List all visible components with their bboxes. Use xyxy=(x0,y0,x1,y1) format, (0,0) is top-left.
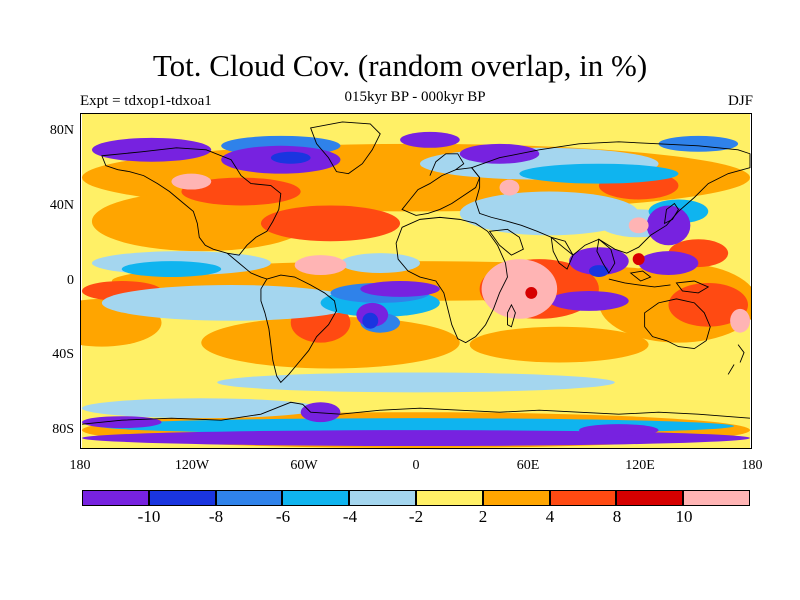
contour-region xyxy=(270,151,311,164)
cloud-cover-map xyxy=(81,114,751,448)
colorbar-label-3: -6 xyxy=(275,507,291,526)
contour-region xyxy=(360,281,440,297)
contour-region xyxy=(638,251,699,276)
plot-subtitle: 015kyr BP - 000kyr BP xyxy=(344,89,486,105)
colorbar-label-9: 10 xyxy=(675,507,693,526)
contour-region xyxy=(362,312,379,329)
contour-region xyxy=(588,265,609,278)
contour-region xyxy=(459,191,639,236)
contour-region xyxy=(171,173,212,190)
lon-label-0: 0 xyxy=(412,458,420,473)
contour-region xyxy=(121,261,222,278)
colorbar-box-3 xyxy=(215,490,283,506)
lat-label-40n: 40N xyxy=(49,198,74,213)
contour-region xyxy=(217,372,615,393)
contour-region xyxy=(499,179,520,196)
contour-region xyxy=(91,137,212,162)
colorbar-label-2: -8 xyxy=(208,507,224,526)
contour-region xyxy=(400,131,460,148)
lon-label-60e: 60E xyxy=(516,458,540,473)
contour-region xyxy=(632,253,645,266)
colorbar-label-8: 8 xyxy=(612,507,622,526)
contour-region xyxy=(82,430,750,447)
colorbar-box-2 xyxy=(148,490,216,506)
contour-region xyxy=(730,308,750,333)
lon-label-120e: 120E xyxy=(625,458,655,473)
colorbar-label-5: -2 xyxy=(408,507,424,526)
contour-region xyxy=(459,143,540,164)
contour-region xyxy=(82,398,321,419)
colorbar-label-7: 4 xyxy=(545,507,555,526)
colorbar-box-8 xyxy=(549,490,617,506)
colorbar-box-6 xyxy=(416,490,483,506)
contour-region xyxy=(340,253,420,274)
contour-region xyxy=(569,247,629,276)
lat-label-80s: 80S xyxy=(52,422,74,437)
map-panel xyxy=(80,113,752,449)
colorbar-label-1: -10 xyxy=(137,507,161,526)
contour-region xyxy=(469,326,649,363)
contour-region xyxy=(668,282,749,327)
colorbar xyxy=(82,490,750,506)
lon-label-180-east: 180 xyxy=(741,458,763,473)
colorbar-label-4: -4 xyxy=(342,507,358,526)
contour-region xyxy=(646,205,691,246)
contour-region xyxy=(481,259,558,319)
plot-title: Tot. Cloud Cov. (random overlap, in %) xyxy=(152,48,648,83)
colorbar-label-6: 2 xyxy=(478,507,488,526)
lon-label-180-west: 180 xyxy=(69,458,91,473)
season-label: DJF xyxy=(727,93,753,109)
lon-label-60w: 60W xyxy=(290,458,318,473)
contour-region xyxy=(579,424,659,437)
contour-region xyxy=(549,290,629,311)
colorbar-box-10 xyxy=(683,490,750,506)
colorbar-box-4 xyxy=(282,490,350,506)
contour-region xyxy=(97,418,735,435)
coastlines xyxy=(81,121,751,425)
lon-label-120w: 120W xyxy=(174,458,210,473)
colorbar-box-9 xyxy=(616,490,684,506)
contour-region xyxy=(628,217,649,234)
contour-region xyxy=(101,284,361,321)
contour-region xyxy=(525,286,538,299)
colorbar-box-7 xyxy=(482,490,550,506)
contour-region xyxy=(519,163,679,184)
colorbar-box-5 xyxy=(349,490,416,506)
colorbar-box-1 xyxy=(82,490,149,506)
contour-region xyxy=(260,205,401,242)
contour-regions xyxy=(81,131,751,448)
experiment-label: Expt = tdxop1-tdxoa1 xyxy=(80,93,212,109)
contour-region xyxy=(294,255,347,276)
contour-region xyxy=(82,416,162,429)
contour-region xyxy=(658,135,739,152)
contour-region xyxy=(91,191,311,252)
contour-region xyxy=(300,402,341,423)
contour-region xyxy=(181,177,301,206)
lat-label-equator: 0 xyxy=(67,273,74,288)
lat-label-40s: 40S xyxy=(52,347,74,362)
contour-region xyxy=(201,316,460,369)
lat-label-80n: 80N xyxy=(49,123,74,138)
